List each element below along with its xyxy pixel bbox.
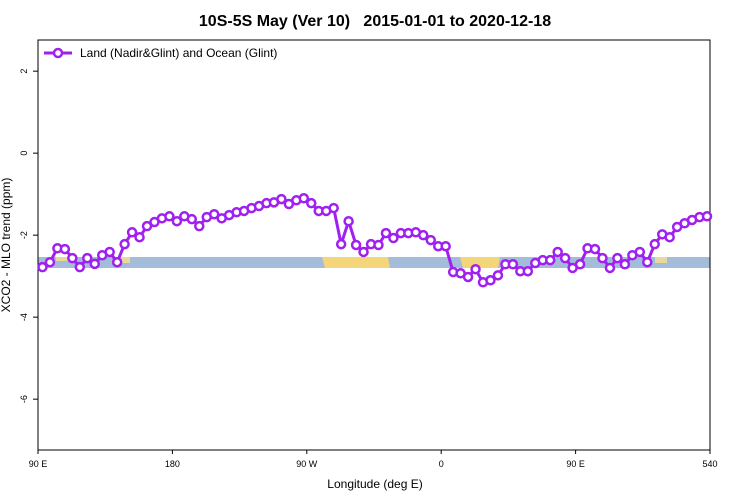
data-point xyxy=(552,246,563,258)
data-point xyxy=(111,256,123,268)
data-point xyxy=(701,211,713,222)
data-point xyxy=(418,229,429,241)
data-point xyxy=(119,238,130,250)
land-band xyxy=(322,257,390,268)
data-point xyxy=(664,231,675,243)
data-point xyxy=(59,243,71,255)
x-tick-label: 90 E xyxy=(29,459,48,469)
data-point xyxy=(440,240,451,252)
data-point xyxy=(380,227,392,239)
data-point xyxy=(186,213,198,225)
data-point xyxy=(597,252,608,264)
data-point xyxy=(67,252,78,264)
data-point xyxy=(74,261,86,273)
data-point xyxy=(522,265,534,277)
y-tick-label: -2 xyxy=(19,231,29,239)
data-point xyxy=(544,254,556,266)
chart-title: 10S-5S May (Ver 10) 2015-01-01 to 2020-1… xyxy=(199,13,551,30)
data-point xyxy=(328,202,339,214)
data-point xyxy=(604,262,616,274)
data-point xyxy=(164,211,175,222)
x-tick-label: 0 xyxy=(439,459,444,469)
data-point xyxy=(358,246,369,258)
data-point xyxy=(485,275,496,286)
data-point xyxy=(642,256,653,268)
data-point xyxy=(298,193,310,204)
data-point xyxy=(306,197,317,209)
data-point xyxy=(343,215,354,227)
land-band xyxy=(120,257,130,263)
data-point xyxy=(335,238,347,250)
x-axis-label: Longitude (deg E) xyxy=(327,477,422,491)
x-tick-label: 540 xyxy=(702,459,717,469)
data-point xyxy=(470,263,481,275)
land-band xyxy=(56,257,68,261)
data-point xyxy=(89,258,100,270)
data-point xyxy=(612,252,623,264)
y-axis-label: XCO2 - MLO trend (ppm) xyxy=(0,178,13,313)
data-point xyxy=(44,256,56,268)
data-point xyxy=(619,259,631,270)
land-band xyxy=(655,257,667,263)
y-tick-label: -6 xyxy=(19,395,29,403)
data-point xyxy=(634,246,646,258)
data-point xyxy=(82,252,93,264)
data-point xyxy=(559,252,571,264)
land-band xyxy=(460,257,500,268)
data-point xyxy=(350,239,362,251)
data-point xyxy=(134,231,145,243)
data-point xyxy=(388,232,399,244)
data-point xyxy=(141,220,153,232)
data-point xyxy=(425,234,436,246)
y-tick-label: -4 xyxy=(19,313,29,321)
data-point xyxy=(126,227,138,238)
legend-label: Land (Nadir&Glint) and Ocean (Glint) xyxy=(80,46,277,60)
data-point xyxy=(589,243,601,255)
x-tick-label: 180 xyxy=(165,459,180,469)
plot-frame xyxy=(37,39,711,451)
data-point xyxy=(208,209,220,220)
data-point xyxy=(507,259,519,270)
data-point xyxy=(462,271,474,283)
data-point xyxy=(649,238,660,250)
data-point xyxy=(37,261,48,273)
data-point xyxy=(574,259,586,270)
data-point xyxy=(104,246,115,258)
data-point xyxy=(373,239,384,251)
y-tick-label: 0 xyxy=(19,151,29,156)
surface-band xyxy=(38,257,710,268)
data-point xyxy=(194,220,205,232)
data-point xyxy=(171,215,183,227)
x-tick-label: 90 E xyxy=(566,459,585,469)
y-tick-label: 2 xyxy=(19,69,29,74)
data-point xyxy=(492,270,504,281)
legend-marker xyxy=(52,47,64,59)
data-point xyxy=(276,193,287,205)
x-tick-label: 90 W xyxy=(296,459,318,469)
